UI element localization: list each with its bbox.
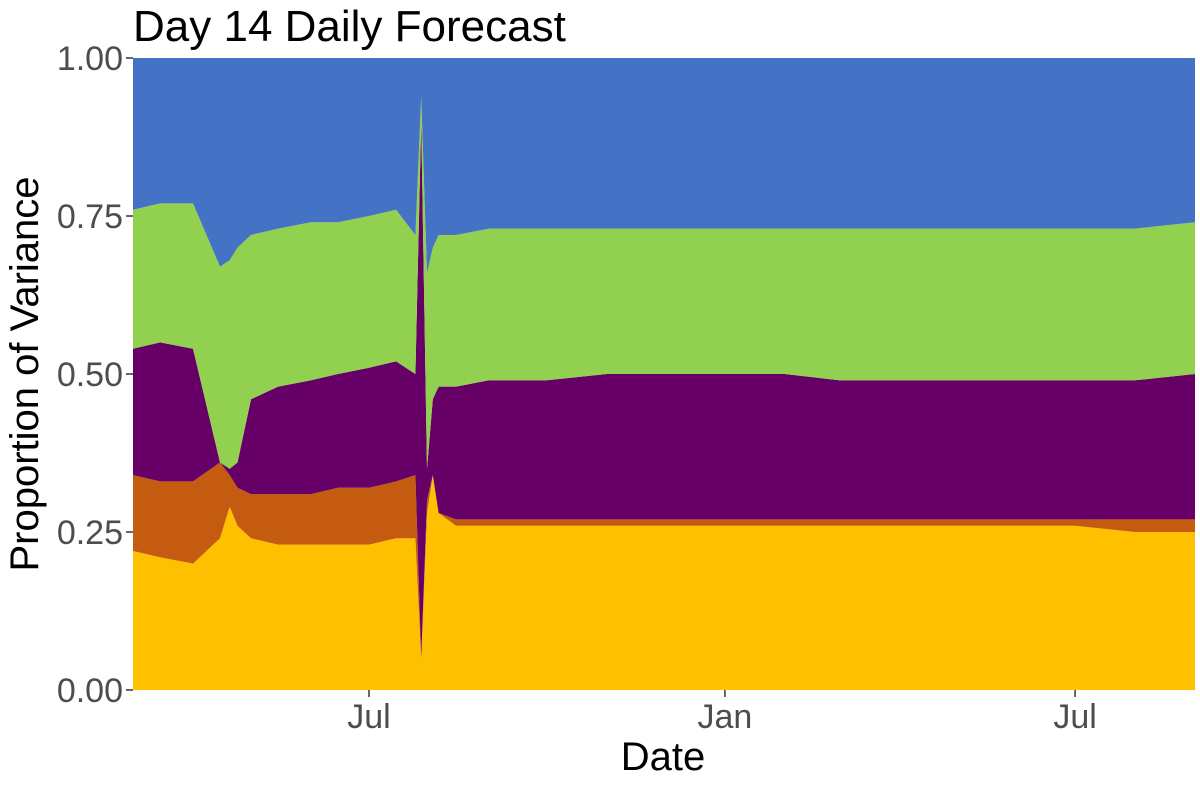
area-series-group	[133, 58, 1195, 690]
x-tick-label: Jul	[347, 698, 390, 736]
area-series-5	[133, 58, 1195, 273]
y-axis: 0.00 0.25 0.50 0.75 1.00	[57, 40, 133, 710]
x-axis: Jul Jan Jul	[347, 690, 1097, 736]
y-axis-title: Proportion of Variance	[3, 176, 47, 571]
chart-title: Day 14 Daily Forecast	[133, 2, 566, 51]
x-tick-label: Jul	[1053, 698, 1096, 736]
y-tick-label: 0.00	[57, 672, 123, 710]
area-series-4	[133, 95, 1195, 469]
area-series-3	[133, 121, 1195, 659]
x-axis-title: Date	[621, 735, 706, 779]
y-tick-label: 0.75	[57, 198, 123, 236]
y-tick-label: 0.50	[57, 356, 123, 394]
area-series-1	[133, 475, 1195, 690]
y-tick-label: 1.00	[57, 40, 123, 78]
area-series-2	[133, 462, 1195, 659]
y-tick-label: 0.25	[57, 514, 123, 552]
x-tick-label: Jan	[698, 698, 753, 736]
